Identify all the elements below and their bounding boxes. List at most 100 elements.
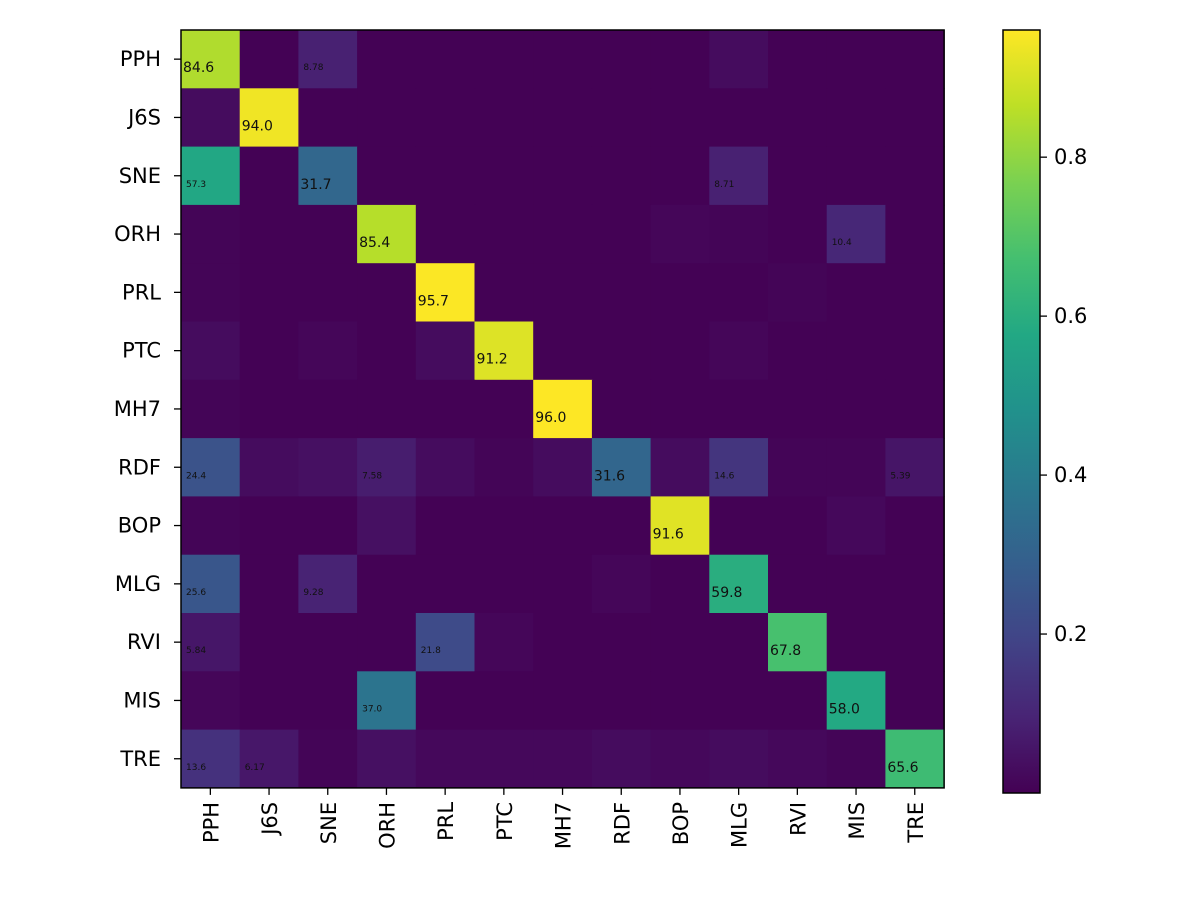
heatmap-cell bbox=[650, 554, 710, 614]
y-tick-label: PTC bbox=[122, 339, 161, 363]
colorbar-tick-label: 0.2 bbox=[1054, 622, 1087, 646]
heatmap-cell bbox=[239, 263, 299, 323]
heatmap-cell bbox=[768, 554, 828, 614]
heatmap-cell bbox=[474, 554, 534, 614]
heatmap-cell bbox=[826, 321, 886, 381]
y-tick-label: MLG bbox=[115, 572, 161, 596]
cell-value-label: 67.8 bbox=[770, 643, 801, 659]
heatmap-cell bbox=[650, 146, 710, 206]
cell-value-label: 24.4 bbox=[186, 471, 206, 481]
y-tick-label: SNE bbox=[119, 164, 161, 188]
heatmap-cell bbox=[298, 146, 358, 206]
cell-value-label: 31.7 bbox=[300, 177, 331, 193]
heatmap-cell bbox=[181, 146, 241, 206]
heatmap-cell bbox=[298, 88, 358, 148]
heatmap-cell bbox=[415, 613, 476, 672]
heatmap-cell bbox=[826, 496, 886, 556]
y-tick-label: PRL bbox=[122, 280, 161, 304]
heatmap-cell bbox=[768, 204, 828, 264]
heatmap-cell bbox=[826, 613, 886, 672]
heatmap-cell bbox=[650, 88, 710, 148]
heatmap-cell bbox=[591, 729, 652, 789]
heatmap-cell bbox=[591, 671, 652, 731]
heatmap-cell bbox=[533, 671, 593, 731]
heatmap-cell bbox=[239, 146, 299, 206]
x-tick-label: MLG bbox=[728, 802, 752, 848]
cell-value-label: 5.39 bbox=[890, 471, 910, 481]
x-tick-label: RDF bbox=[610, 802, 634, 845]
heatmap-cell bbox=[415, 554, 476, 614]
heatmap-cell bbox=[591, 379, 652, 439]
cell-value-label: 13.6 bbox=[186, 763, 206, 773]
heatmap-cell bbox=[181, 496, 241, 556]
heatmap-cell bbox=[357, 438, 417, 497]
heatmap-cell bbox=[181, 554, 241, 614]
heatmap-cell bbox=[709, 204, 769, 264]
heatmap-cell bbox=[474, 671, 534, 731]
heatmap-cell bbox=[474, 88, 534, 148]
heatmap-cell bbox=[239, 204, 299, 264]
cell-value-label: 84.6 bbox=[183, 60, 214, 76]
heatmap-cell bbox=[709, 496, 769, 556]
x-tick-label: MIS bbox=[845, 802, 869, 840]
heatmap-cell bbox=[768, 379, 828, 439]
cell-value-label: 37.0 bbox=[362, 704, 382, 714]
heatmap-cell bbox=[885, 263, 945, 323]
cell-value-label: 96.0 bbox=[535, 410, 566, 426]
heatmap-cell bbox=[415, 321, 476, 381]
colorbar-frame bbox=[1002, 29, 1041, 794]
x-tick-label: PPH bbox=[199, 802, 223, 843]
cell-value-label: 10.4 bbox=[832, 238, 852, 248]
heatmap-cell bbox=[474, 263, 534, 323]
y-tick-label: MIS bbox=[123, 688, 161, 712]
heatmap-cell bbox=[239, 379, 299, 439]
colorbar-tick-label: 0.4 bbox=[1054, 463, 1087, 487]
heatmap-cell bbox=[181, 30, 241, 89]
heatmap-cell bbox=[533, 379, 593, 439]
colorbar-gradient bbox=[1003, 30, 1040, 793]
heatmap-cell bbox=[298, 729, 358, 789]
heatmap-cell bbox=[709, 146, 769, 206]
heatmap-cell bbox=[768, 321, 828, 381]
heatmap-cell bbox=[709, 613, 769, 672]
heatmap-cell bbox=[239, 729, 299, 789]
heatmap-cell bbox=[415, 204, 476, 264]
heatmap-cell bbox=[239, 88, 299, 148]
x-tick-label: ORH bbox=[375, 802, 399, 849]
cell-value-label: 94.0 bbox=[242, 118, 273, 134]
heatmap-cell bbox=[533, 496, 593, 556]
heatmap-cell bbox=[768, 30, 828, 89]
heatmap-cell bbox=[533, 30, 593, 89]
heatmap-cell bbox=[650, 321, 710, 381]
heatmap-cell bbox=[533, 554, 593, 614]
heatmap-cell bbox=[298, 263, 358, 323]
colorbar-ticks: 0.2 0.4 0.6 0.8 bbox=[1040, 145, 1087, 646]
heatmap-cell bbox=[357, 496, 417, 556]
heatmap-cell bbox=[768, 263, 828, 323]
heatmap-cell bbox=[533, 204, 593, 264]
heatmap-cell bbox=[709, 321, 769, 381]
heatmap-cell bbox=[239, 496, 299, 556]
heatmap-cell bbox=[826, 554, 886, 614]
x-tick-label: MH7 bbox=[552, 802, 576, 849]
heatmap-cell bbox=[768, 146, 828, 206]
heatmap-cell bbox=[298, 613, 358, 672]
heatmap-cell bbox=[415, 671, 476, 731]
heatmap-cell bbox=[591, 204, 652, 264]
y-tick-label: RVI bbox=[127, 630, 161, 654]
cell-value-label: 5.84 bbox=[186, 646, 206, 656]
cell-value-label: 85.4 bbox=[359, 235, 390, 251]
heatmap-cell bbox=[474, 30, 534, 89]
heatmap-cell bbox=[415, 729, 476, 789]
heatmap-cell bbox=[357, 613, 417, 672]
y-tick-label: RDF bbox=[118, 455, 161, 479]
colorbar: 0.2 0.4 0.6 0.8 bbox=[1002, 29, 1087, 794]
heatmap-cell bbox=[591, 438, 652, 497]
heatmap-cell bbox=[650, 671, 710, 731]
heatmap-cell bbox=[826, 30, 886, 89]
heatmap-cell bbox=[826, 204, 886, 264]
heatmap-cell bbox=[181, 321, 241, 381]
x-tick-label: BOP bbox=[669, 802, 693, 845]
heatmap-cell bbox=[181, 88, 241, 148]
